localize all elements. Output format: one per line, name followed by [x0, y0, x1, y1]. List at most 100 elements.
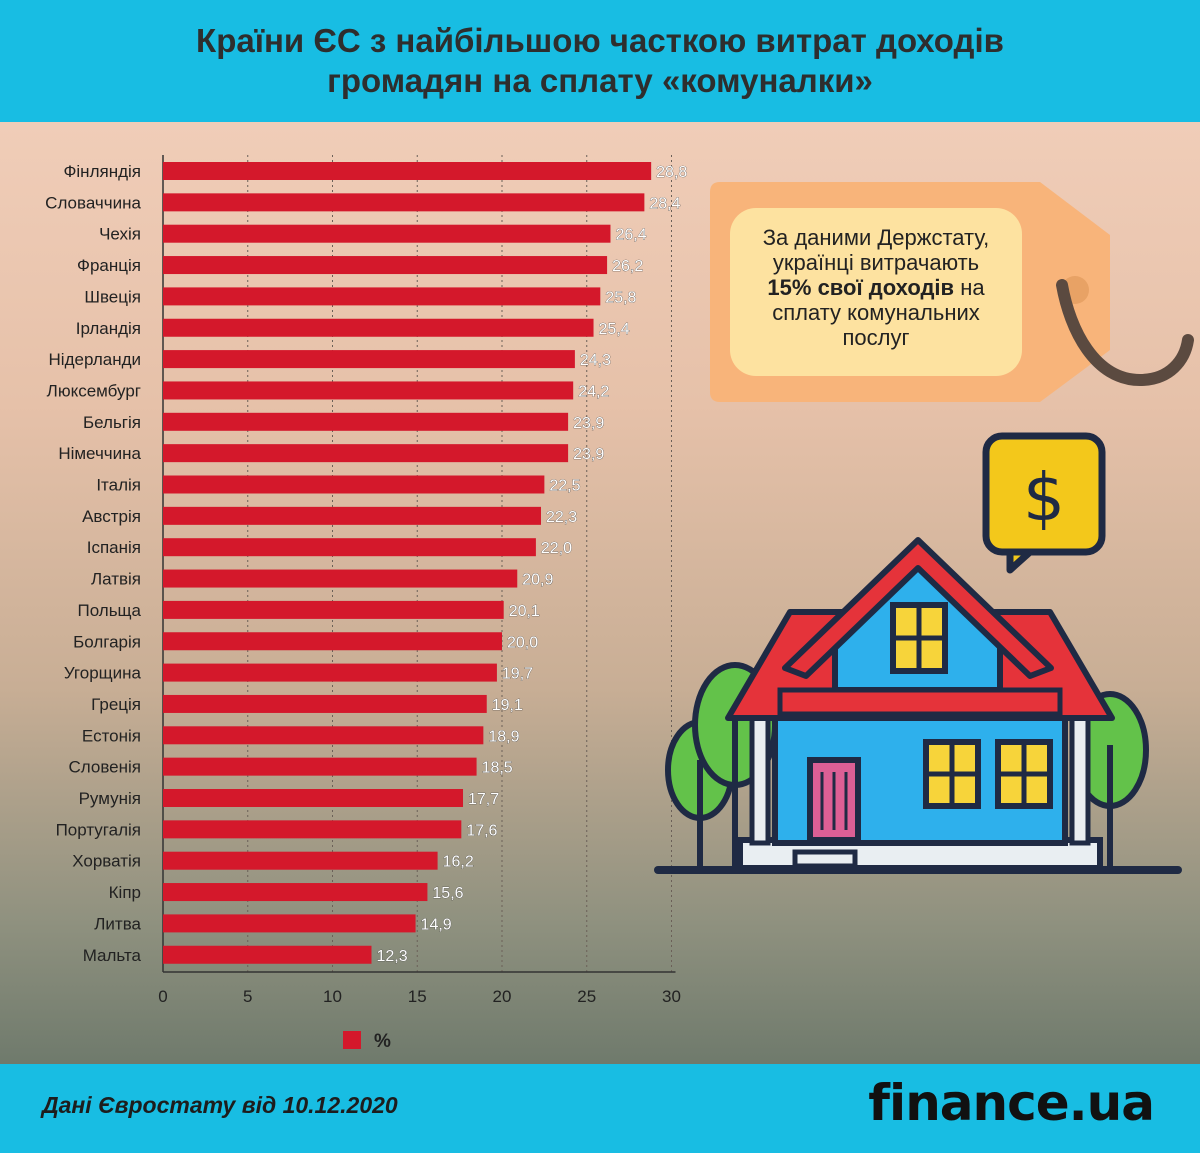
bar [163, 287, 601, 306]
page-title-line-2: громадян на сплату «комуналки» [327, 62, 873, 99]
bar [163, 224, 611, 243]
bar [163, 694, 487, 713]
category-label: Португалія [56, 820, 141, 839]
category-label: Чехія [99, 225, 141, 244]
bar [163, 945, 372, 964]
value-label: 26,2 [612, 258, 643, 275]
category-label: Нідерланди [49, 350, 141, 369]
value-label: 22,5 [549, 478, 580, 495]
value-label: 22,0 [541, 540, 572, 557]
category-label: Люксембург [47, 381, 141, 400]
value-label: 18,9 [488, 728, 519, 745]
bar [163, 350, 575, 369]
category-label: Словаччина [45, 193, 141, 212]
category-label: Хорватія [72, 852, 141, 871]
page-title-line-1: Країни ЄС з найбільшою часткою витрат до… [196, 22, 1004, 59]
category-label: Ірландія [76, 319, 141, 338]
category-label: Латвія [91, 570, 141, 589]
category-label: Кіпр [109, 883, 141, 902]
category-label: Польща [77, 601, 141, 620]
callout-line-1: За даними Держстату, [762, 225, 990, 250]
value-label: 28,8 [656, 164, 687, 181]
svg-text:$: $ [1023, 459, 1065, 536]
value-label: 20,1 [509, 603, 540, 620]
value-label: 20,0 [507, 634, 538, 651]
category-label: Бельгія [83, 413, 141, 432]
bar [163, 162, 652, 180]
category-label: Австрія [82, 507, 141, 526]
value-label: 23,9 [573, 446, 604, 463]
category-label: Румунія [79, 789, 141, 808]
value-label: 17,7 [468, 791, 499, 808]
value-label: 12,3 [376, 948, 407, 965]
category-label: Словенія [68, 758, 141, 777]
bar [163, 883, 428, 902]
value-label: 15,6 [432, 885, 463, 902]
dollar-bubble-icon: $ [982, 432, 1106, 574]
value-label: 23,9 [573, 415, 604, 432]
value-label: 19,7 [502, 666, 533, 683]
bar [163, 506, 541, 525]
value-label: 25,4 [599, 321, 630, 338]
bar [163, 851, 438, 870]
category-label: Угорщина [64, 664, 142, 683]
value-label: 24,3 [580, 352, 611, 369]
legend-swatch [343, 1031, 361, 1049]
callout-line-3: 15% свої доходів на [736, 275, 1016, 300]
bar [163, 318, 594, 337]
bar [163, 757, 477, 776]
category-label: Греція [91, 695, 141, 714]
house-illustration [654, 537, 1182, 874]
legend-label: % [374, 1031, 391, 1052]
category-label: Іспанія [87, 538, 141, 557]
x-tick-label: 10 [323, 987, 342, 1006]
bar [163, 444, 569, 463]
x-tick-label: 30 [662, 987, 681, 1006]
callout-line-5: послуг [842, 325, 910, 350]
value-label: 14,9 [421, 916, 452, 933]
category-label: Франція [77, 256, 141, 275]
value-label: 19,1 [492, 697, 523, 714]
footer: Дані Євростату від 10.12.2020 finance.ua [0, 1064, 1200, 1153]
value-label: 28,4 [649, 195, 680, 212]
bar [163, 789, 464, 807]
category-label: Болгарія [73, 632, 141, 651]
x-tick-label: 0 [158, 987, 167, 1006]
category-label: Швеція [84, 287, 141, 306]
value-label: 18,5 [482, 760, 513, 777]
category-label: Німеччина [58, 444, 141, 463]
value-label: 16,2 [443, 854, 474, 871]
value-label: 24,2 [578, 383, 609, 400]
callout-line-3-rest: на [954, 275, 985, 300]
x-tick-label: 5 [243, 987, 252, 1006]
bar [163, 569, 518, 588]
bar [163, 475, 545, 494]
bar [163, 663, 497, 682]
bar [163, 381, 574, 400]
bar [163, 820, 462, 839]
callout-line-4: сплату комунальних [772, 300, 980, 325]
bar [163, 412, 569, 431]
callout-highlight: 15% свої доходів [767, 275, 955, 300]
category-label: Мальта [83, 946, 142, 965]
value-label: 17,6 [466, 822, 497, 839]
x-tick-label: 20 [493, 987, 512, 1006]
category-label: Литва [94, 914, 141, 933]
x-tick-label: 25 [577, 987, 596, 1006]
value-label: 26,4 [615, 227, 646, 244]
value-label: 22,3 [546, 509, 577, 526]
category-label: Італія [96, 476, 141, 495]
category-label: Естонія [82, 726, 141, 745]
price-tag-icon [710, 182, 1194, 402]
value-label: 20,9 [522, 572, 553, 589]
brand-logo: finance.ua [868, 1074, 1155, 1132]
callout-line-2: українці витрачають [772, 250, 980, 275]
source-note: Дані Євростату від 10.12.2020 [42, 1092, 398, 1118]
category-label: Фінляндія [63, 162, 141, 181]
bar [163, 600, 504, 619]
bar [163, 256, 608, 275]
x-tick-label: 15 [408, 987, 427, 1006]
bar [163, 914, 416, 933]
bar [163, 632, 502, 651]
